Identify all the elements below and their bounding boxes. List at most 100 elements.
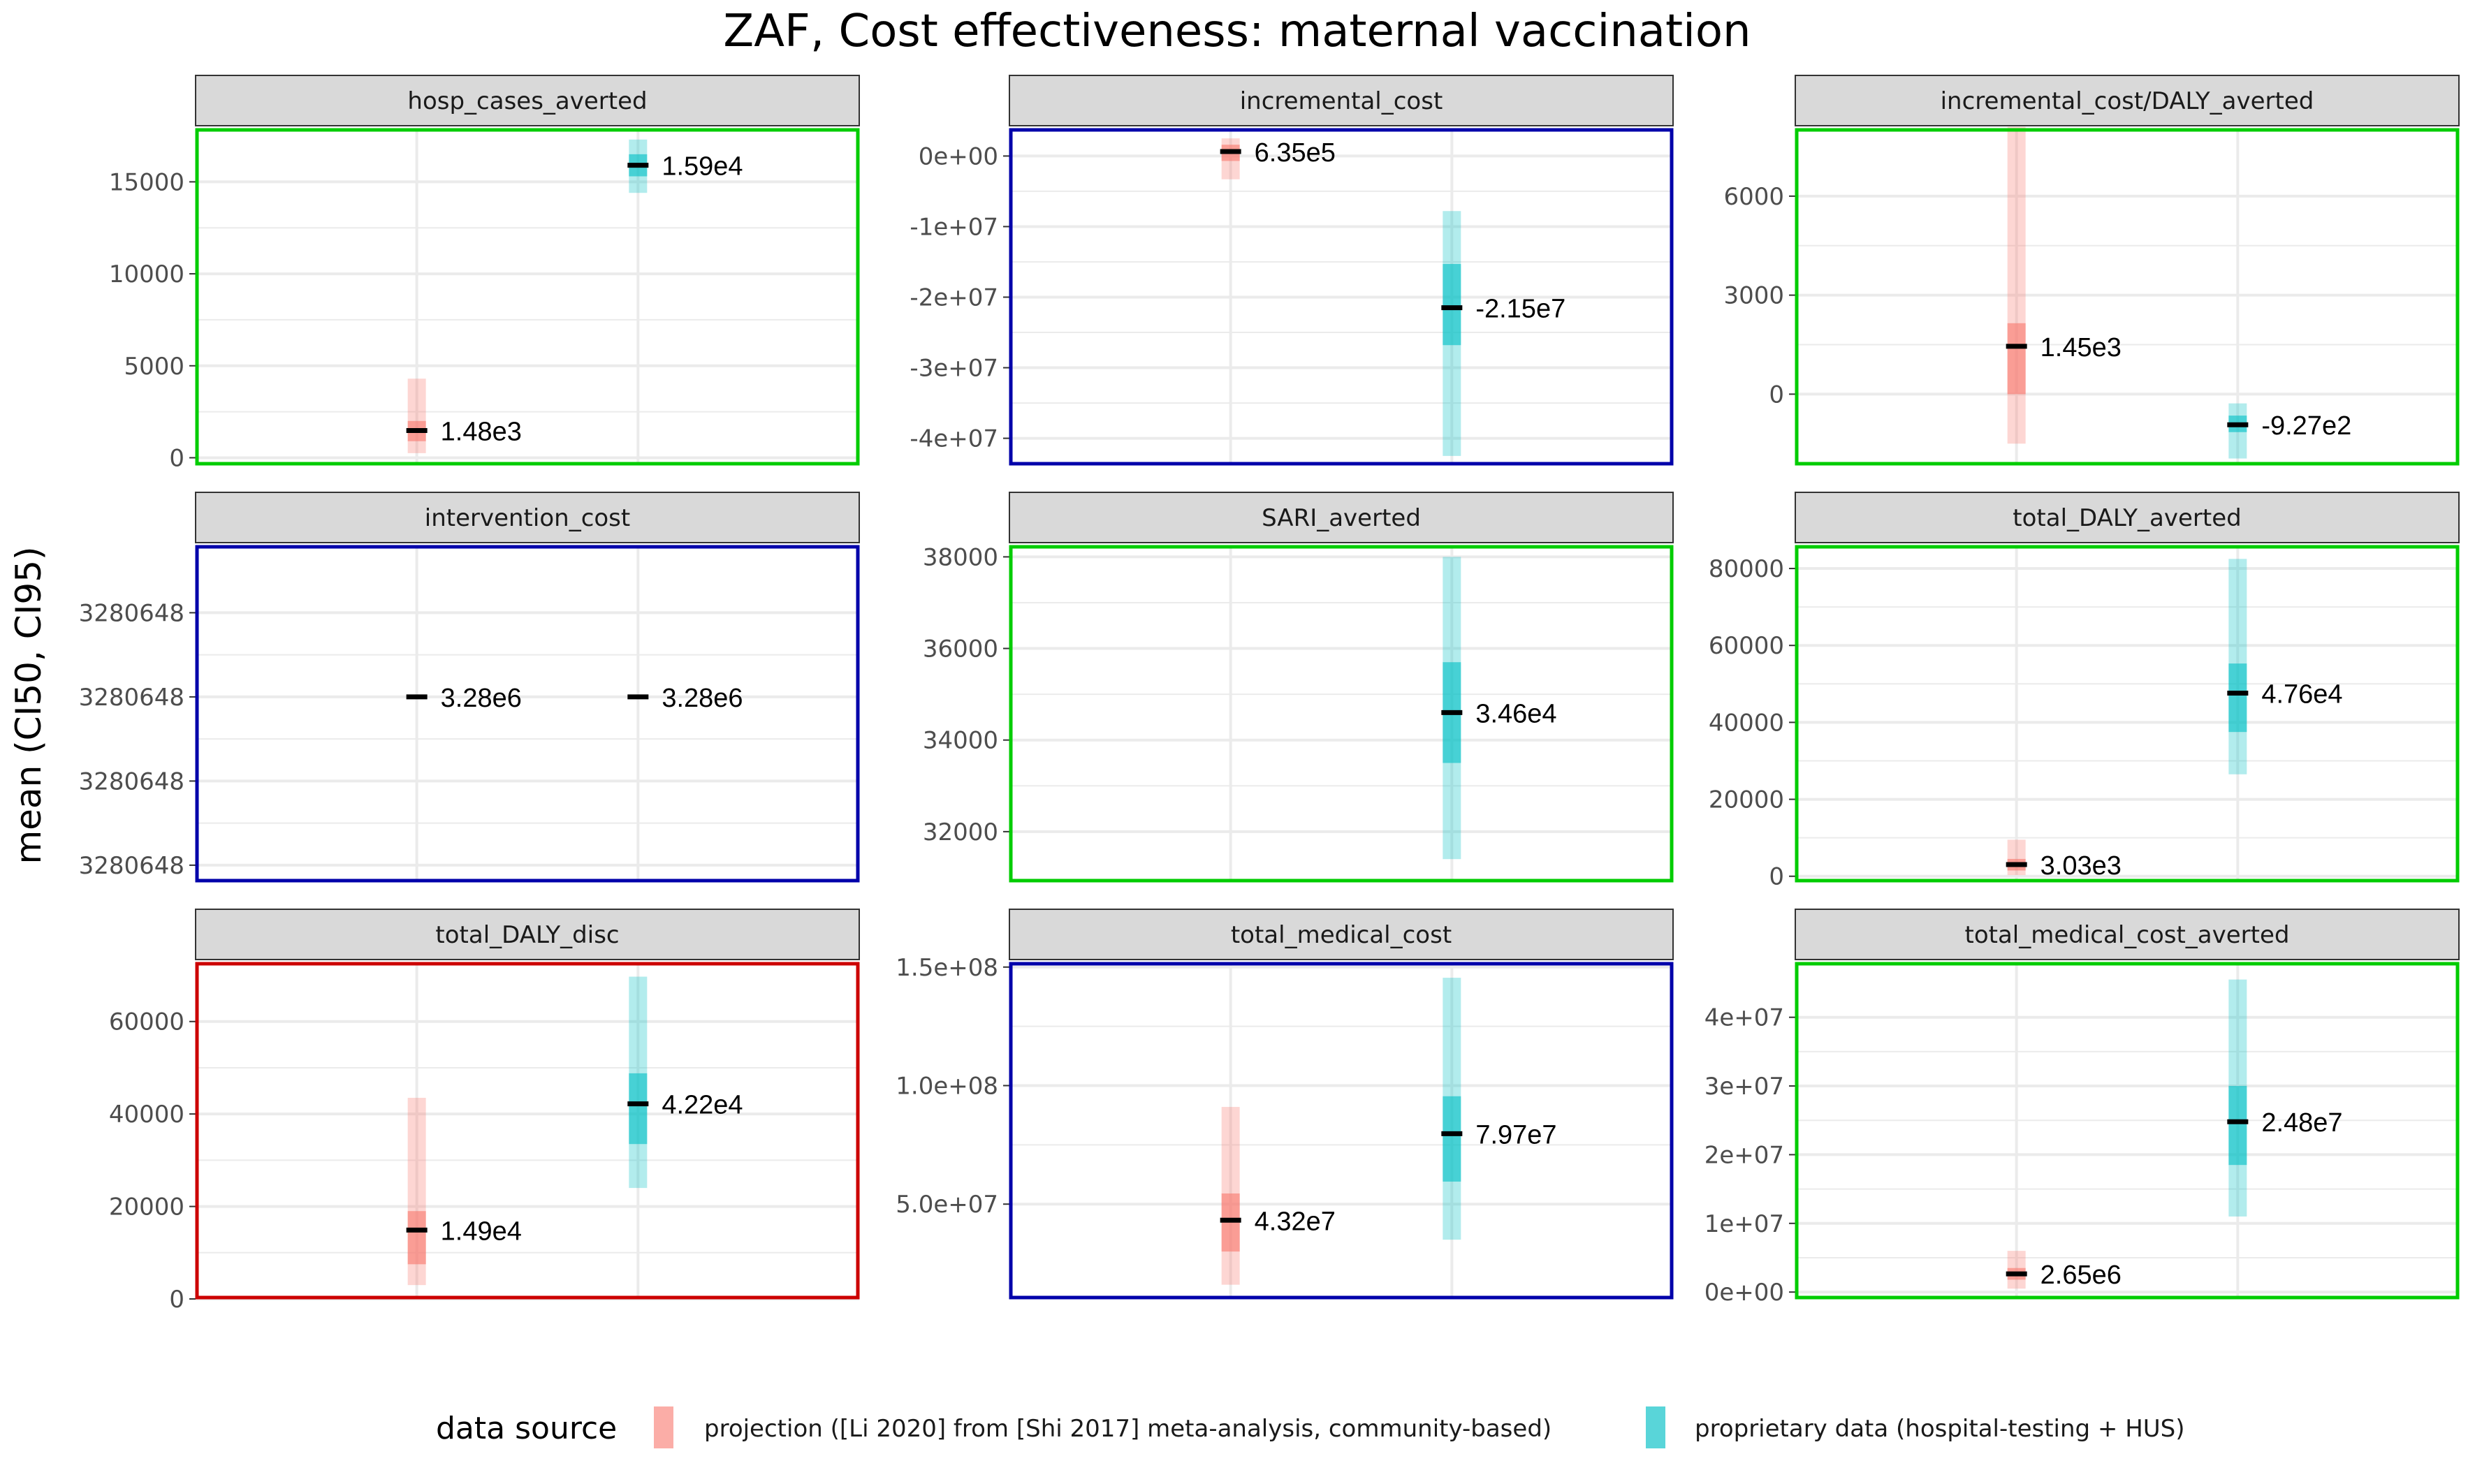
- series-projection: 3.03e3: [2006, 839, 2122, 881]
- panel-border: [1795, 962, 2460, 1300]
- series-projection: 6.35e5: [1220, 138, 1336, 179]
- facet-strip-label: SARI_averted: [1262, 504, 1421, 532]
- data-label: 3.46e4: [1475, 699, 1556, 728]
- panel-border: [1795, 545, 2460, 883]
- series-proprietary: 2.48e7: [2227, 979, 2343, 1217]
- facet-strip-label: total_DALY_averted: [2013, 504, 2241, 532]
- legend: data source projection ([Li 2020] from […: [436, 1406, 2185, 1448]
- data-label: 1.48e3: [441, 417, 522, 446]
- panel-border: [1009, 545, 1674, 883]
- y-tick-label: 34000: [923, 727, 998, 755]
- series-projection: 1.45e3: [2006, 126, 2122, 444]
- data-label: 4.32e7: [1255, 1207, 1336, 1236]
- y-tick-label: 40000: [1709, 709, 1784, 737]
- ci95-band: [407, 379, 426, 453]
- y-tick-label: 20000: [1709, 786, 1784, 814]
- y-tick-label: 60000: [109, 1008, 184, 1036]
- y-tick-label: 0: [1769, 381, 1784, 409]
- facet-strip: [1795, 75, 2460, 126]
- chart-title: ZAF, Cost effectiveness: maternal vaccin…: [723, 6, 1751, 57]
- ci50-band: [2228, 1086, 2247, 1166]
- legend-label-proprietary: proprietary data (hospital-testing + HUS…: [1695, 1415, 2185, 1443]
- data-label: 1.45e3: [2040, 333, 2122, 362]
- y-tick-label: 0: [169, 1286, 184, 1314]
- facet-total-daly-averted: total_DALY_averted 0 20000 40000 60000 80000 3…: [1709, 492, 2460, 891]
- y-tick-label: 3280648: [79, 599, 184, 627]
- y-tick-label: -1e+07: [910, 213, 998, 241]
- y-tick-label: 20000: [109, 1193, 184, 1221]
- y-tick-label: 60000: [1709, 632, 1784, 660]
- y-tick-label: 40000: [109, 1101, 184, 1129]
- y-tick-label: -2e+07: [910, 284, 998, 312]
- y-tick-label: 2e+07: [1704, 1141, 1784, 1169]
- y-tick-label: 80000: [1709, 555, 1784, 583]
- facet-incremental-cost: incremental_cost 0e+00 -1e+07 -2e+07 -3e+07 -…: [910, 75, 1674, 466]
- y-tick-label: 0: [1769, 863, 1784, 891]
- facet-sari-averted: SARI_averted 32000 34000 36000 38000 3.46e4: [923, 492, 1674, 883]
- data-label: 3.03e3: [2040, 851, 2122, 881]
- series-proprietary: 7.97e7: [1441, 978, 1557, 1240]
- facet-strip-label: hosp_cases_averted: [407, 87, 647, 115]
- y-tick-label: 0: [169, 444, 184, 472]
- y-tick-label: 3280648: [79, 852, 184, 880]
- facet-strip-label: total_medical_cost_averted: [1964, 921, 2289, 949]
- facet-hosp-cases-averted: hosp_cases_averted 0 5000 10000 15000 1.48e3 1…: [109, 75, 860, 472]
- series-proprietary: -2.15e7: [1441, 211, 1565, 456]
- series-projection: 3.28e6: [406, 684, 522, 713]
- panel-border: [195, 128, 860, 466]
- series-projection: 1.48e3: [406, 379, 522, 453]
- data-label: 1.49e4: [441, 1217, 522, 1246]
- ci50-band: [1443, 264, 1461, 346]
- facet-strip-label: intervention_cost: [425, 504, 630, 532]
- y-tick-label: 0e+00: [919, 142, 998, 170]
- facet-strip-label: total_medical_cost: [1231, 921, 1452, 949]
- data-label: 4.22e4: [662, 1091, 743, 1120]
- y-tick-label: 5000: [124, 353, 184, 381]
- y-tick-label: 3000: [1723, 282, 1784, 310]
- panel-border: [195, 545, 860, 883]
- y-tick-label: 10000: [109, 260, 184, 288]
- data-label: 1.59e4: [662, 152, 743, 182]
- data-label: 4.76e4: [2261, 680, 2342, 710]
- y-tick-label: -3e+07: [910, 355, 998, 383]
- series-proprietary: 4.76e4: [2227, 559, 2343, 774]
- y-tick-label: 6000: [1723, 183, 1784, 211]
- facet-strip: [1009, 909, 1674, 960]
- facet-strip: [195, 75, 860, 126]
- ci50-band: [629, 1073, 648, 1145]
- facet-strip: [1795, 492, 2460, 543]
- legend-key-projection: [654, 1406, 673, 1448]
- facet-incremental-cost-daly-averted: incremental_cost/DALY_averted 0 3000 6000 1.…: [1723, 75, 2460, 466]
- y-tick-label: 1.0e+08: [896, 1073, 998, 1101]
- facet-strip: [1009, 75, 1674, 126]
- legend-title: data source: [436, 1411, 617, 1446]
- data-label: -9.27e2: [2261, 411, 2351, 441]
- data-label: 2.48e7: [2261, 1108, 2342, 1138]
- y-tick-label: 5.0e+07: [896, 1191, 998, 1219]
- y-tick-label: 0e+00: [1704, 1279, 1784, 1307]
- ci50-band: [1443, 1096, 1461, 1182]
- legend-key-proprietary: [1646, 1406, 1665, 1448]
- facet-total-medical-cost-averted: total_medical_cost_averted 0e+00 1e+07 2e+0…: [1704, 909, 2460, 1307]
- ci50-band: [2007, 323, 2026, 395]
- data-label: 2.65e6: [2040, 1261, 2122, 1290]
- facet-strip-label: incremental_cost: [1240, 87, 1443, 115]
- y-tick-label: 15000: [109, 168, 184, 196]
- y-tick-label: 4e+07: [1704, 1004, 1784, 1032]
- y-tick-label: 38000: [923, 543, 998, 571]
- series-proprietary: -9.27e2: [2227, 403, 2351, 459]
- panel-border: [1009, 962, 1674, 1300]
- y-tick-label: 1e+07: [1704, 1210, 1784, 1238]
- series-projection: 2.65e6: [2006, 1251, 2122, 1290]
- facet-strip-label: total_DALY_disc: [435, 921, 619, 949]
- data-label: -2.15e7: [1475, 295, 1565, 324]
- ci50-band: [407, 1211, 426, 1265]
- series-proprietary: 1.59e4: [627, 139, 743, 193]
- y-tick-label: -4e+07: [910, 425, 998, 453]
- series-proprietary: 3.46e4: [1441, 557, 1557, 860]
- data-label: 7.97e7: [1475, 1120, 1556, 1149]
- y-tick-label: 3e+07: [1704, 1073, 1784, 1101]
- facet-strip-label: incremental_cost/DALY_averted: [1941, 87, 2314, 115]
- y-tick-label: 3280648: [79, 767, 184, 795]
